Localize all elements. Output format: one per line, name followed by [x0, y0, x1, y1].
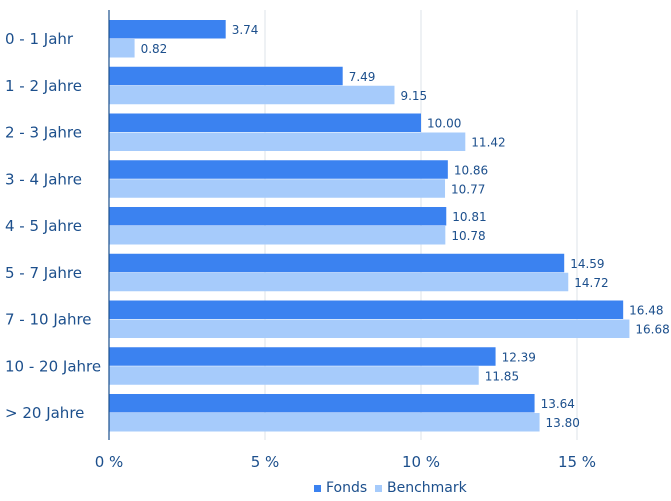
category-label: 7 - 10 Jahre	[5, 311, 92, 329]
bar-benchmark	[109, 226, 446, 245]
bar-fonds	[109, 253, 565, 273]
data-label-fonds: 12.39	[502, 350, 536, 364]
category-labels: 0 - 1 Jahr 1 - 2 Jahre 2 - 3 Jahre 3 - 4 Ja…	[5, 30, 101, 422]
bar-fonds	[109, 113, 421, 132]
data-label-benchmark: 13.80	[546, 416, 580, 430]
bar-fonds	[109, 207, 447, 226]
legend-swatch-fonds	[314, 485, 321, 492]
bars	[109, 20, 630, 432]
x-tick-label: 10 %	[402, 453, 440, 471]
legend-label-fonds: Fonds	[326, 480, 367, 496]
data-label-benchmark: 10.78	[451, 229, 485, 243]
x-axis-ticks: 0 % 5 % 10 % 15 %	[95, 453, 596, 471]
data-label-fonds: 13.64	[541, 397, 575, 411]
bar-benchmark	[109, 179, 446, 198]
data-label-fonds: 3.74	[232, 23, 259, 37]
bar-fonds	[109, 347, 496, 366]
data-label-benchmark: 0.82	[141, 42, 168, 56]
data-label-benchmark: 10.77	[451, 182, 485, 196]
bar-fonds	[109, 394, 535, 413]
x-tick-label: 5 %	[251, 453, 280, 471]
data-label-fonds: 10.86	[454, 163, 488, 177]
data-label-benchmark: 9.15	[400, 89, 427, 103]
bar-benchmark	[109, 132, 466, 151]
category-label: 5 - 7 Jahre	[5, 264, 82, 282]
data-label-benchmark: 11.85	[485, 369, 519, 383]
x-tick-label: 0 %	[95, 453, 124, 471]
category-label: 0 - 1 Jahr	[5, 30, 74, 48]
bar-fonds	[109, 160, 448, 179]
data-label-fonds: 10.00	[427, 117, 461, 131]
category-label: 1 - 2 Jahre	[5, 77, 82, 95]
bar-fonds	[109, 66, 343, 86]
data-label-benchmark: 14.72	[574, 276, 608, 290]
data-label-fonds: 14.59	[570, 257, 604, 271]
category-label: 4 - 5 Jahre	[5, 217, 82, 235]
data-label-fonds: 10.81	[452, 210, 486, 224]
data-label-fonds: 16.48	[629, 304, 663, 318]
legend-swatch-benchmark	[375, 485, 382, 492]
bar-benchmark	[109, 413, 540, 432]
x-tick-label: 15 %	[558, 453, 596, 471]
bar-benchmark	[109, 39, 135, 58]
bar-benchmark	[109, 319, 630, 338]
category-label: > 20 Jahre	[5, 404, 84, 422]
bar-benchmark	[109, 85, 395, 105]
data-label-benchmark: 11.42	[471, 136, 505, 150]
legend-label-benchmark: Benchmark	[387, 480, 468, 496]
category-label: 3 - 4 Jahre	[5, 170, 82, 188]
bar-fonds	[109, 20, 226, 39]
bar-benchmark	[109, 366, 479, 385]
data-label-fonds: 7.49	[349, 70, 376, 84]
category-label: 10 - 20 Jahre	[5, 357, 101, 375]
category-label: 2 - 3 Jahre	[5, 124, 82, 142]
bar-benchmark	[109, 272, 569, 292]
data-label-benchmark: 16.68	[635, 323, 669, 337]
bar-fonds	[109, 300, 624, 319]
legend: Fonds Benchmark	[314, 480, 468, 496]
